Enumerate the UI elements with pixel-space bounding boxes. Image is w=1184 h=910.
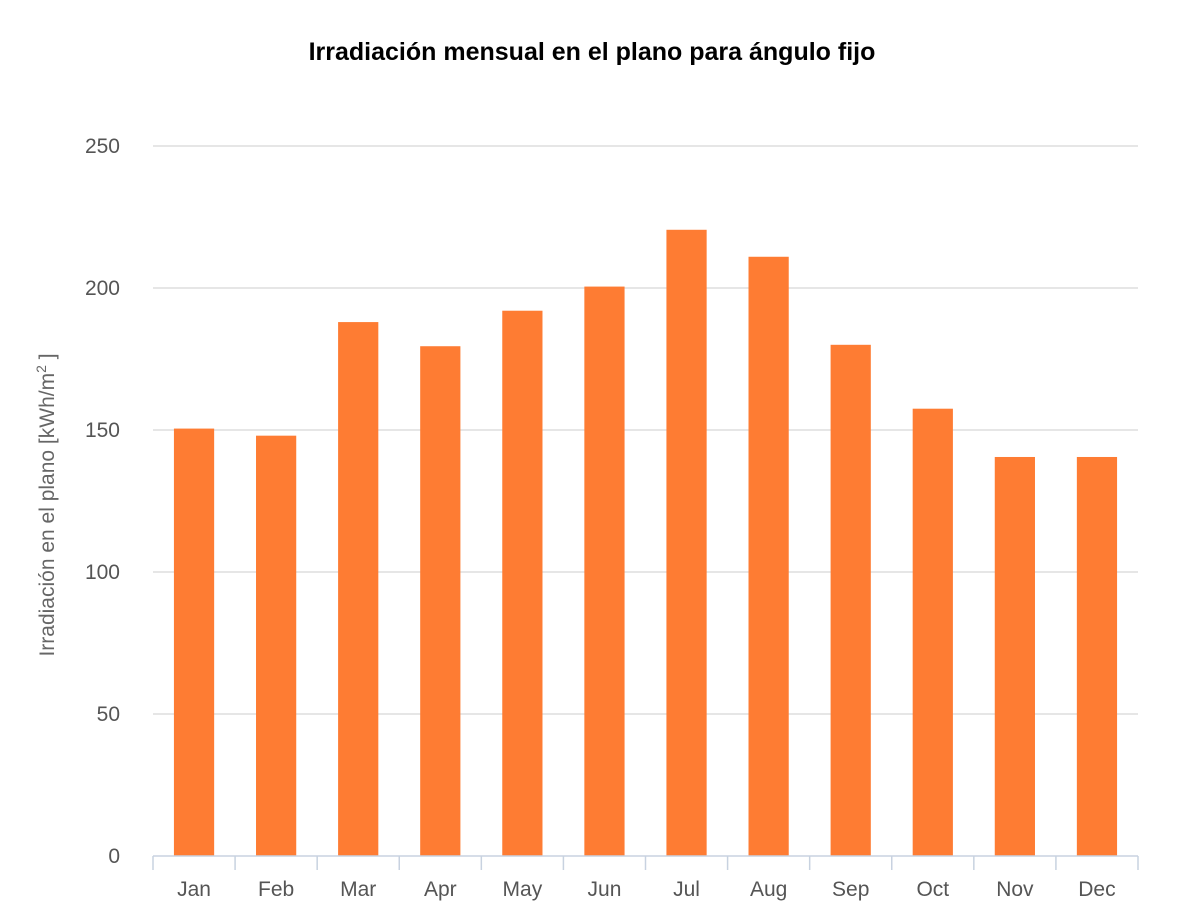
y-tick-label: 200 — [85, 277, 120, 300]
x-axis — [152, 855, 1139, 870]
x-tick-label-nov: Nov — [996, 878, 1034, 901]
y-axis-label-suffix: ] — [36, 353, 59, 365]
x-tick-label-jun: Jun — [588, 878, 622, 901]
bar-nov — [994, 456, 1035, 856]
bar-jan — [173, 428, 215, 856]
bar-jul — [666, 229, 707, 856]
y-tick-label: 100 — [85, 561, 120, 584]
x-tick-label-dec: Dec — [1078, 878, 1115, 901]
bar-apr — [420, 346, 461, 856]
y-axis-label: Irradiación en el plano [kWh/m2 ] — [33, 353, 59, 656]
bar-sep — [830, 344, 871, 856]
bar-aug — [748, 256, 789, 856]
x-tick-label-apr: Apr — [424, 878, 457, 901]
y-tick-label: 50 — [97, 703, 120, 726]
x-tick-label-feb: Feb — [258, 878, 294, 901]
bar-feb — [256, 435, 297, 856]
y-tick-label: 250 — [85, 135, 120, 158]
x-tick-labels: Jan Feb Mar Apr May Jun Jul Aug Sep Oct Nov Dec — [177, 878, 1116, 901]
y-tick-label: 0 — [108, 845, 120, 868]
bar-mar — [338, 322, 379, 857]
x-tick-label-may: May — [503, 878, 543, 901]
bar-dec — [1076, 456, 1118, 856]
bar-may — [502, 310, 543, 857]
y-axis-label-main: Irradiación en el plano [kWh/m — [36, 373, 59, 657]
x-tick-label-aug: Aug — [750, 878, 787, 901]
bars — [173, 229, 1118, 857]
y-axis-label-superscript: 2 — [33, 365, 49, 373]
y-tick-label: 150 — [85, 419, 120, 442]
x-tick-label-jul: Jul — [673, 878, 700, 901]
x-tick-label-jan: Jan — [177, 878, 211, 901]
grid-lines — [153, 145, 1138, 715]
bar-jun — [584, 286, 625, 857]
x-tick-label-oct: Oct — [916, 878, 949, 901]
y-tick-labels: 0 50 100 150 200 250 — [85, 135, 120, 868]
bar-oct — [912, 408, 953, 856]
chart-title: Irradiación mensual en el plano para áng… — [308, 38, 876, 66]
x-tick-label-mar: Mar — [340, 878, 376, 901]
x-tick-label-sep: Sep — [832, 878, 869, 901]
